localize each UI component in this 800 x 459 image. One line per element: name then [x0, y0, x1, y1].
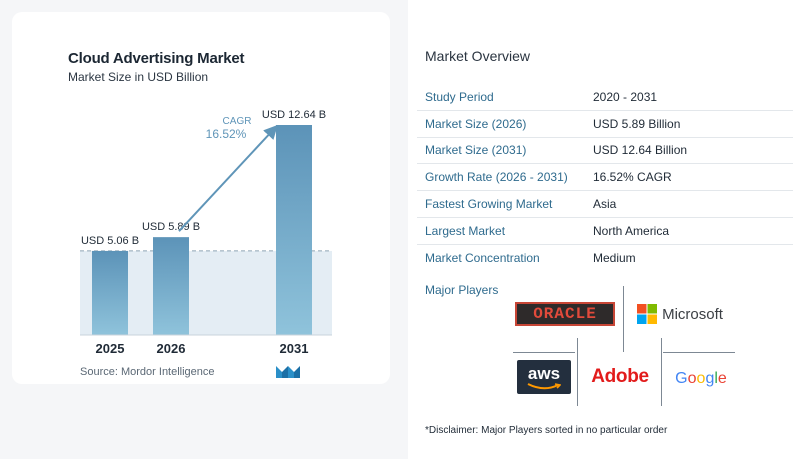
data-label: USD 5.06 B — [81, 235, 139, 247]
overview-row: Largest Market North America — [417, 218, 793, 245]
aws-logo: aws — [517, 360, 571, 394]
grid-divider — [513, 352, 575, 353]
microsoft-text: Microsoft — [662, 305, 723, 323]
bar-2025 — [92, 250, 128, 335]
overview-label: Market Concentration — [425, 251, 540, 266]
overview-row: Growth Rate (2026 - 2031) 16.52% CAGR — [417, 164, 793, 192]
overview-title: Market Overview — [425, 48, 531, 64]
google-letter: o — [687, 370, 697, 387]
disclaimer-note: *Disclaimer: Major Players sorted in no … — [425, 425, 668, 436]
overview-value: Asia — [593, 197, 617, 212]
overview-value: 2020 - 2031 — [593, 89, 658, 104]
adobe-logo: Adobe — [581, 362, 659, 392]
source-note: Source: Mordor Intelligence — [80, 366, 215, 378]
overview-label: Study Period — [425, 89, 494, 104]
overview-label: Growth Rate (2026 - 2031) — [425, 170, 568, 185]
overview-row: Study Period 2020 - 2031 — [417, 84, 793, 111]
overview-value: USD 5.89 Billion — [593, 116, 681, 131]
grid-divider — [577, 338, 578, 406]
chart-subtitle: Market Size in USD Billion — [68, 70, 209, 84]
data-label: USD 5.89 B — [142, 221, 200, 233]
overview-label: Largest Market — [425, 223, 506, 238]
overview-row: Market Concentration Medium — [417, 245, 793, 272]
x-tick-label: 2026 — [157, 341, 186, 356]
major-players-title: Major Players — [425, 283, 499, 297]
mordor-logo-icon — [276, 366, 300, 378]
market-overview-panel: Market Overview Study Period 2020 - 2031… — [408, 0, 800, 459]
chart-area: USD 5.06 B 2025 USD 5.89 B 2026 USD 12.64 B 2… — [80, 109, 332, 356]
microsoft-logo: Microsoft — [627, 300, 733, 328]
overview-value: North America — [593, 223, 670, 238]
overview-value: USD 12.64 Billion — [593, 143, 688, 158]
cagr-label: CAGR — [223, 116, 252, 127]
x-tick-label: 2025 — [96, 341, 125, 356]
google-letter: o — [696, 370, 706, 387]
overview-value: 16.52% CAGR — [593, 170, 672, 185]
data-label: USD 12.64 B — [262, 109, 326, 121]
aws-text: aws — [527, 363, 561, 383]
overview-table: Study Period 2020 - 2031 Market Size (20… — [417, 84, 793, 272]
grid-divider — [663, 352, 735, 353]
cagr-arrow — [178, 124, 278, 232]
google-letter: G — [675, 370, 688, 387]
overview-row: Market Size (2031) USD 12.64 Billion — [417, 138, 793, 165]
google-letter: g — [705, 370, 715, 387]
google-letter: l — [714, 370, 718, 387]
overview-label: Market Size (2026) — [425, 116, 527, 131]
source-label: Source: — [80, 366, 118, 378]
overview-label: Fastest Growing Market — [425, 197, 553, 212]
bar-2026 — [153, 237, 189, 335]
cagr-value: 16.52% — [206, 127, 247, 141]
google-letter: e — [717, 370, 727, 387]
oracle-logo: ORACLE — [515, 302, 615, 326]
overview-label: Market Size (2031) — [425, 143, 527, 158]
overview-value: Medium — [593, 251, 636, 266]
x-tick-label: 2031 — [280, 341, 309, 356]
overview-row: Market Size (2026) USD 5.89 Billion — [417, 111, 793, 138]
source-text: Mordor Intelligence — [120, 366, 215, 378]
bar-2031 — [276, 125, 312, 335]
adobe-text: Adobe — [591, 366, 649, 387]
chart-title: Cloud Advertising Market — [68, 50, 245, 67]
microsoft-windows-icon — [637, 304, 658, 324]
grid-divider — [623, 286, 624, 352]
aws-smile-icon — [527, 382, 561, 389]
overview-row: Fastest Growing Market Asia — [417, 191, 793, 218]
grid-divider — [661, 338, 662, 406]
